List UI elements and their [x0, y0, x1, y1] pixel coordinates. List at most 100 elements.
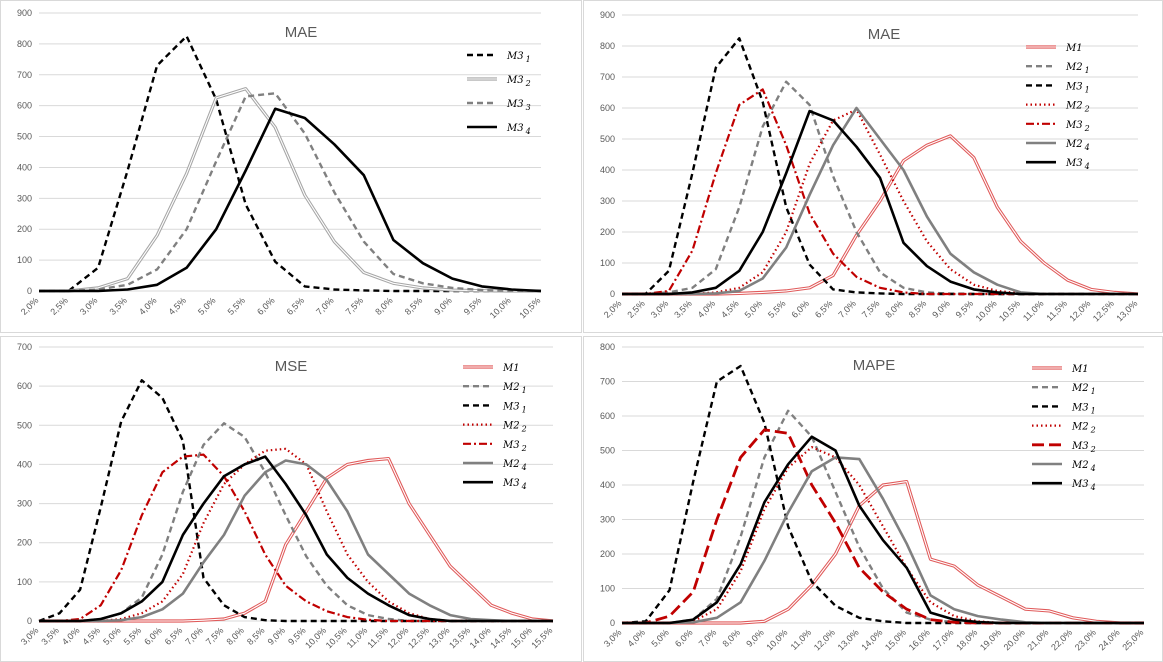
x-tick-label: 7,0% [836, 298, 858, 320]
x-tick-label: 13,5% [447, 625, 472, 650]
x-tick-label: 8,5% [403, 295, 425, 317]
x-tick-label: 3,0% [78, 295, 100, 317]
chart-title: MAE [285, 24, 318, 41]
series-line-m2-2 [622, 446, 1144, 625]
legend-label: M1 [502, 363, 520, 374]
x-tick-label: 10,5% [324, 625, 349, 650]
series-line-m3-2 [39, 453, 553, 623]
legend-label: M3 4 [1071, 479, 1096, 492]
y-tick-label: 800 [600, 342, 615, 352]
y-tick-label: 700 [600, 377, 615, 387]
y-tick-label: 600 [17, 101, 32, 111]
x-tick-label: 12,0% [385, 625, 410, 650]
y-tick-label: 700 [17, 70, 32, 80]
x-tick-label: 15,0% [509, 625, 534, 650]
x-tick-label: 5,0% [196, 295, 218, 317]
series-line-m2-1 [622, 80, 1138, 296]
x-tick-label: 5,5% [226, 295, 248, 317]
y-tick-label: 300 [17, 193, 32, 203]
chart-panel-mape: 0 100 200 300 400 500 600 700 800 3,0% 4,0% 5,0% 6,0… [583, 336, 1163, 662]
series-line-m3-1 [621, 364, 1144, 625]
x-tick-label: 7,0% [183, 625, 205, 647]
x-tick-label: 9,0% [266, 625, 288, 647]
x-tick-label: 5,0% [649, 627, 671, 649]
legend-label: M2 1 [1065, 62, 1090, 75]
x-tick-label: 8,0% [224, 625, 246, 647]
legend-label: M3 1 [1071, 402, 1096, 415]
x-tick-label: 10,0% [974, 298, 999, 323]
y-tick-label: 900 [17, 8, 32, 18]
x-tick-label: 4,5% [719, 298, 741, 320]
x-tick-label: 22,0% [1049, 627, 1074, 652]
x-tick-label: 3,0% [19, 625, 41, 647]
y-tick-label: 900 [600, 10, 615, 20]
x-tick-label: 15,5% [529, 625, 554, 650]
y-tick-label: 300 [600, 515, 615, 525]
legend-label: M3 4 [506, 123, 531, 136]
series-line-m2-1 [622, 409, 1144, 625]
x-tick-label: 17,0% [930, 627, 955, 652]
y-tick-label: 0 [610, 289, 615, 299]
y-tick-label: 500 [17, 132, 32, 142]
x-tick-label: 9,5% [954, 298, 976, 320]
y-tick-label: 100 [600, 584, 615, 594]
series-group [38, 379, 554, 623]
y-tick-label: 300 [17, 499, 32, 509]
x-tick-label: 6,5% [813, 298, 835, 320]
x-tick-label: 10,0% [303, 625, 328, 650]
x-tick-label: 3,0% [602, 627, 624, 649]
x-tick-label: 7,0% [697, 627, 719, 649]
x-tick-label: 13,0% [836, 627, 861, 652]
x-tick-label: 3,5% [107, 295, 129, 317]
x-tick-label: 5,5% [766, 298, 788, 320]
x-tick-label: 10,0% [488, 295, 513, 320]
y-tick-label: 500 [600, 446, 615, 456]
legend-label: M2 1 [1071, 383, 1096, 396]
y-tick-label: 400 [600, 165, 615, 175]
x-tick-label: 4,5% [81, 625, 103, 647]
x-tick-label: 12,0% [812, 627, 837, 652]
x-tick-label: 7,5% [344, 295, 366, 317]
series-line-m3-4 [39, 455, 553, 623]
series-line-m3-3 [39, 92, 542, 293]
x-tick-label: 7,5% [204, 625, 226, 647]
x-tick-label: 15,0% [883, 627, 908, 652]
x-tick-label: 10,5% [517, 295, 542, 320]
x-tick-label: 9,0% [432, 295, 454, 317]
x-tick-label: 9,0% [744, 627, 766, 649]
y-tick-label: 0 [27, 286, 32, 296]
legend-label: M2 4 [502, 459, 527, 472]
x-tick-label: 8,5% [245, 625, 267, 647]
x-tick-label: 14,0% [468, 625, 493, 650]
series-line-m3-2 [39, 87, 541, 293]
x-tick-label: 9,0% [930, 298, 952, 320]
x-tick-label: 18,0% [954, 627, 979, 652]
series-group [39, 35, 542, 293]
y-tick-label: 100 [600, 258, 615, 268]
x-tick-label: 2,0% [19, 295, 41, 317]
series-group [622, 37, 1139, 296]
chart-panel-mae-1: 0 100 200 300 400 500 600 700 800 900 2,0% 2,5% 3,0%… [0, 0, 582, 333]
x-tick-label: 5,5% [122, 625, 144, 647]
x-tick-label: 3,0% [649, 298, 671, 320]
legend-label: M3 2 [1071, 441, 1096, 454]
y-tick-label: 600 [600, 411, 615, 421]
chart-mae-2: 0 100 200 300 400 500 600 700 800 900 2,0% 2,5% 3,0%… [600, 10, 1139, 323]
chart-mape: 0 100 200 300 400 500 600 700 800 3,0% 4,0% 5,0% 6,0… [600, 342, 1145, 652]
y-tick-label: 800 [600, 41, 615, 51]
y-tick-label: 200 [600, 227, 615, 237]
legend-label: M3 4 [502, 478, 527, 491]
legend-label: M1 [1071, 364, 1089, 375]
legend-label: M2 4 [1071, 460, 1096, 473]
x-tick-label: 4,0% [696, 298, 718, 320]
x-tick-label: 21,0% [1025, 627, 1050, 652]
x-tick-label: 5,0% [743, 298, 765, 320]
x-tick-label: 10,0% [764, 627, 789, 652]
legend-label: M3 3 [506, 99, 531, 112]
x-tick-label: 7,0% [314, 295, 336, 317]
x-tick-label: 14,0% [859, 627, 884, 652]
x-tick-label: 24,0% [1097, 627, 1122, 652]
chart-panel-mse: 0 100 200 300 400 500 600 700 3,0% 3,5% 4,0% 4,5% 5,… [0, 336, 582, 662]
y-tick-label: 400 [600, 480, 615, 490]
chart-title: MAE [868, 26, 901, 43]
